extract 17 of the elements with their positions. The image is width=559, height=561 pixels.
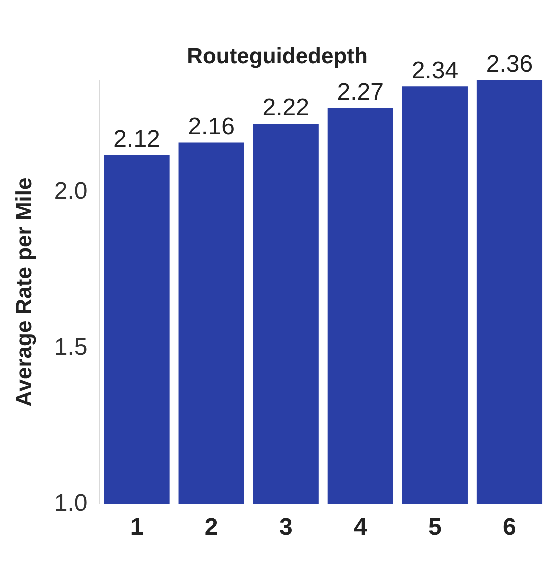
data-label: 2.12 — [114, 126, 160, 153]
y-tick-label: 2.0 — [54, 178, 88, 206]
x-tick-label: 2 — [204, 514, 218, 542]
data-label: 2.36 — [486, 51, 534, 78]
data-label: 2.22 — [262, 94, 310, 122]
y-axis-title: Average Rate per Mile — [11, 178, 36, 407]
data-label: 2.34 — [412, 57, 459, 84]
data-label: 2.16 — [188, 113, 235, 140]
x-tick-label: 4 — [354, 514, 368, 542]
x-tick-label: 5 — [428, 514, 442, 542]
x-tick-label: 6 — [503, 514, 516, 542]
x-tick-label: 1 — [130, 514, 144, 542]
chart-title: Routeguidedepth — [187, 43, 368, 68]
y-tick-label: 1.0 — [54, 490, 88, 517]
x-tick-label: 3 — [279, 514, 293, 542]
y-tick-label: 1.5 — [54, 334, 88, 362]
data-label: 2.27 — [337, 79, 384, 106]
